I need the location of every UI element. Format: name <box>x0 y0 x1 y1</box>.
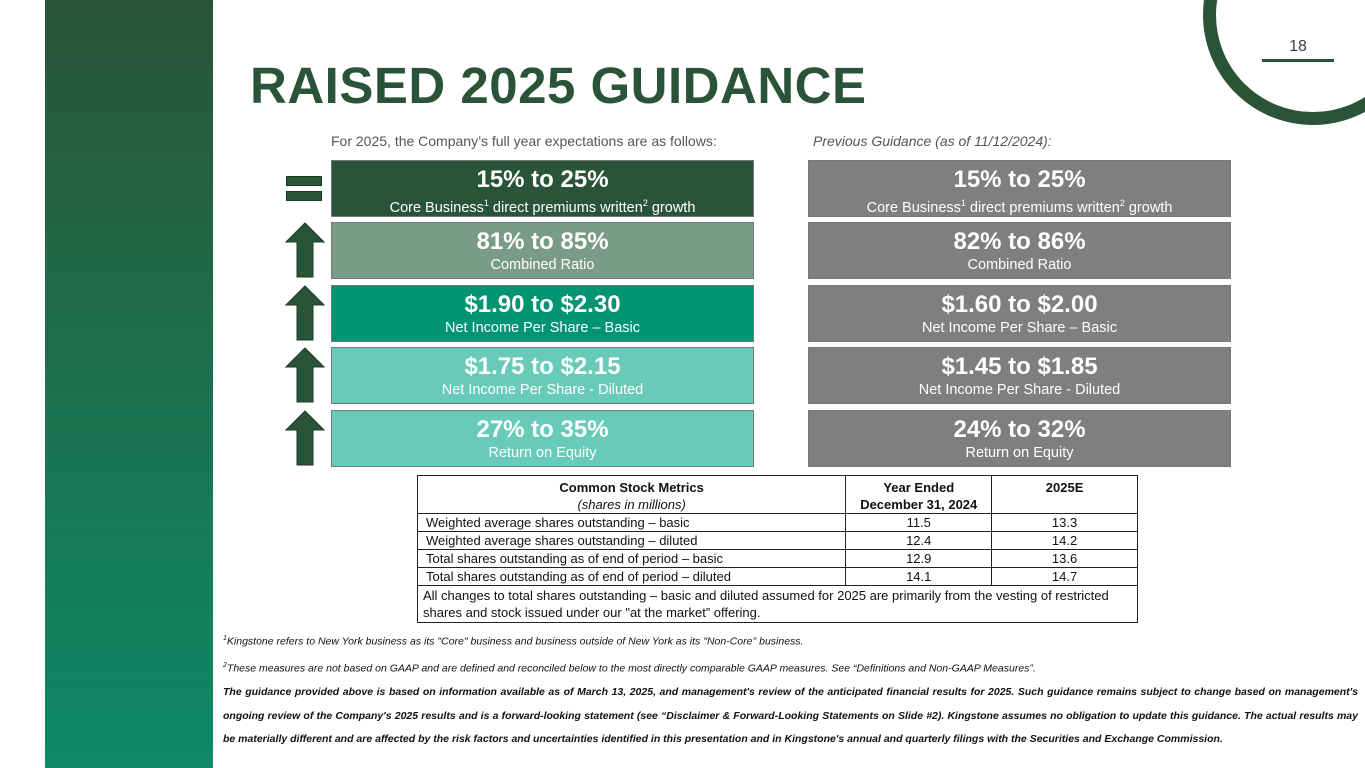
current-combined-ratio-value: 81% to 85% <box>476 228 609 255</box>
current-premiums-growth-value: 15% to 25% <box>476 166 609 193</box>
previous-eps-diluted-value: $1.45 to $1.85 <box>941 353 1098 380</box>
table-row: Weighted average shares outstanding – ba… <box>416 513 1138 532</box>
current-combined-ratio-label: Combined Ratio <box>490 257 595 273</box>
previous-roe-label: Return on Equity <box>965 445 1074 461</box>
up-arrow-icon <box>285 410 325 466</box>
table-header-row: Common Stock Metrics (shares in millions)… <box>416 475 1138 514</box>
previous-roe-value: 24% to 32% <box>953 416 1086 443</box>
table-row: Total shares outstanding as of end of pe… <box>416 549 1138 568</box>
current-eps-diluted-label: Net Income Per Share - Diluted <box>441 382 644 398</box>
previous-guidance-intro: Previous Guidance (as of 11/12/2024): <box>813 133 1052 149</box>
previous-eps-basic-box: $1.60 to $2.00 Net Income Per Share – Ba… <box>808 285 1231 342</box>
table-cell-label: Weighted average shares outstanding – ba… <box>416 513 847 532</box>
current-guidance-intro: For 2025, the Company’s full year expect… <box>331 133 717 149</box>
table-cell-label: Total shares outstanding as of end of pe… <box>416 549 847 568</box>
current-eps-basic-box: $1.90 to $2.30 Net Income Per Share – Ba… <box>331 285 754 342</box>
table-header-2025e: 2025E <box>991 475 1138 514</box>
equals-icon <box>286 176 322 204</box>
up-arrow-icon <box>285 222 325 278</box>
table-note-row: All changes to total shares outstanding … <box>417 585 1138 623</box>
current-premiums-growth-label: Core Business1 direct premiums written2 … <box>389 198 696 216</box>
up-arrow-icon <box>285 347 325 403</box>
page-title: RAISED 2025 GUIDANCE <box>250 57 867 114</box>
previous-eps-basic-label: Net Income Per Share – Basic <box>921 320 1118 336</box>
guidance-disclaimer: The guidance provided above is based on … <box>223 686 1358 745</box>
previous-premiums-growth-box: 15% to 25% Core Business1 direct premium… <box>808 160 1231 217</box>
table-cell-2024: 14.1 <box>845 567 993 586</box>
footnotes: 1Kingstone refers to New York business a… <box>223 627 1358 752</box>
current-roe-value: 27% to 35% <box>476 416 609 443</box>
previous-combined-ratio-value: 82% to 86% <box>953 228 1086 255</box>
current-eps-diluted-value: $1.75 to $2.15 <box>464 353 621 380</box>
previous-premiums-growth-label: Core Business1 direct premiums written2 … <box>866 198 1173 216</box>
table-cell-2024: 12.9 <box>845 549 993 568</box>
table-header-metric: Common Stock Metrics (shares in millions) <box>416 475 847 514</box>
previous-roe-box: 24% to 32% Return on Equity <box>808 410 1231 467</box>
previous-premiums-growth-value: 15% to 25% <box>953 166 1086 193</box>
table-cell-2024: 11.5 <box>845 513 993 532</box>
current-roe-box: 27% to 35% Return on Equity <box>331 410 754 467</box>
table-row: Total shares outstanding as of end of pe… <box>416 567 1138 586</box>
current-eps-basic-value: $1.90 to $2.30 <box>464 291 621 318</box>
footnote-1: 1Kingstone refers to New York business a… <box>223 635 804 648</box>
table-header-year-ended: Year Ended December 31, 2024 <box>845 475 993 514</box>
up-arrow-icon <box>285 285 325 341</box>
table-cell-2024: 12.4 <box>845 531 993 550</box>
page-number: 18 <box>1289 38 1307 55</box>
table-cell-2025e: 13.6 <box>991 549 1138 568</box>
table-row: Weighted average shares outstanding – di… <box>416 531 1138 550</box>
brand-sidebar <box>45 0 213 768</box>
decorative-ring <box>1203 0 1365 125</box>
current-premiums-growth-box: 15% to 25% Core Business1 direct premium… <box>331 160 754 217</box>
previous-eps-diluted-box: $1.45 to $1.85 Net Income Per Share - Di… <box>808 347 1231 404</box>
previous-combined-ratio-label: Combined Ratio <box>967 257 1072 273</box>
table-cell-label: Total shares outstanding as of end of pe… <box>416 567 847 586</box>
footnote-2: 2These measures are not based on GAAP an… <box>223 662 1036 675</box>
page-number-rule <box>1262 59 1334 62</box>
current-roe-label: Return on Equity <box>488 445 597 461</box>
common-stock-metrics-table: Common Stock Metrics (shares in millions)… <box>416 475 1138 623</box>
previous-eps-diluted-label: Net Income Per Share - Diluted <box>918 382 1121 398</box>
table-cell-2025e: 14.7 <box>991 567 1138 586</box>
previous-eps-basic-value: $1.60 to $2.00 <box>941 291 1098 318</box>
table-cell-2025e: 13.3 <box>991 513 1138 532</box>
current-combined-ratio-box: 81% to 85% Combined Ratio <box>331 222 754 279</box>
table-cell-2025e: 14.2 <box>991 531 1138 550</box>
table-cell-label: Weighted average shares outstanding – di… <box>416 531 847 550</box>
current-eps-basic-label: Net Income Per Share – Basic <box>444 320 641 336</box>
table-note: All changes to total shares outstanding … <box>417 585 1138 623</box>
previous-combined-ratio-box: 82% to 86% Combined Ratio <box>808 222 1231 279</box>
current-eps-diluted-box: $1.75 to $2.15 Net Income Per Share - Di… <box>331 347 754 404</box>
